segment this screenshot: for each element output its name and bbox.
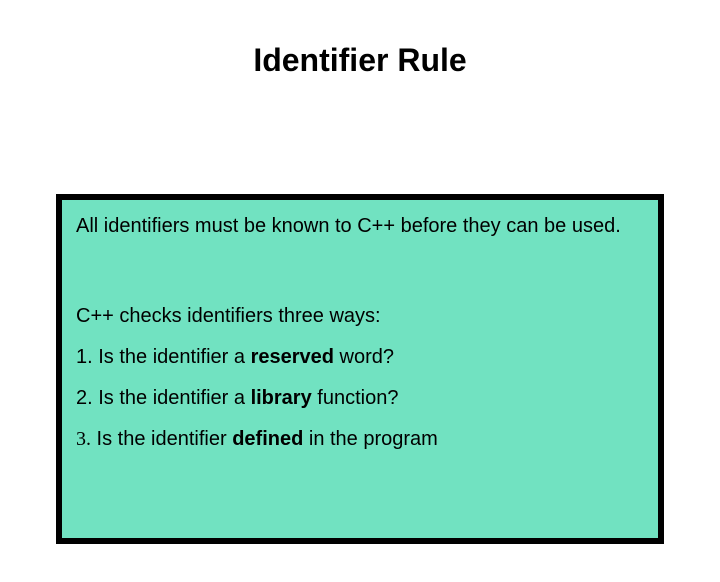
item-text-post: word?: [334, 346, 394, 368]
item-text-pre: Is the identifier a: [93, 387, 251, 409]
item-text-pre: Is the identifier: [91, 428, 232, 450]
lead-text: All identifiers must be known to C++ bef…: [76, 214, 644, 239]
item-number: 2.: [76, 387, 93, 409]
item-text-bold: reserved: [251, 346, 334, 368]
item-text-pre: Is the identifier a: [93, 346, 251, 368]
item-number: 1.: [76, 346, 93, 368]
item-text-bold: library: [251, 387, 312, 409]
list-item: 2. Is the identifier a library function?: [76, 387, 644, 410]
list-item: 3. Is the identifier defined in the prog…: [76, 428, 644, 451]
item-text-bold: defined: [232, 428, 303, 450]
rule-box: All identifiers must be known to C++ bef…: [56, 194, 664, 544]
subhead-text: C++ checks identifiers three ways:: [76, 305, 644, 328]
item-text-post: function?: [312, 387, 399, 409]
item-list: 1. Is the identifier a reserved word? 2.…: [76, 346, 644, 451]
item-text-post: in the program: [303, 428, 438, 450]
list-item: 1. Is the identifier a reserved word?: [76, 346, 644, 369]
page-title: Identifier Rule: [0, 42, 720, 79]
item-number: 3.: [76, 428, 91, 450]
